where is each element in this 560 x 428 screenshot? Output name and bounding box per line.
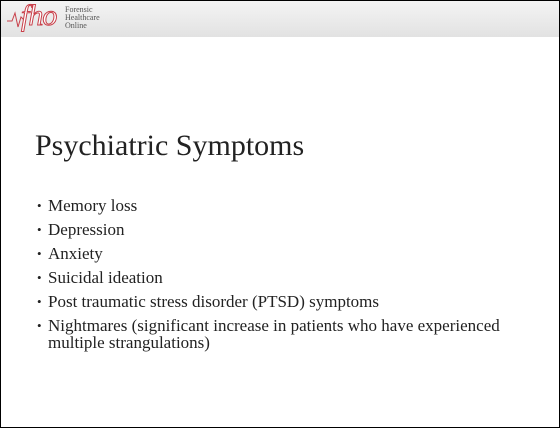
bullet: Depression (37, 221, 537, 238)
heartbeat-icon (7, 11, 26, 28)
logo-caption: Forensic Healthcare Online (65, 6, 100, 30)
logo: fho Forensic Healthcare Online (7, 0, 127, 35)
logo-line: Healthcare (65, 13, 100, 22)
logo-line: Forensic (65, 5, 93, 14)
logo-text: fho (20, 0, 57, 33)
bullet: Memory loss (37, 197, 537, 214)
bullet: Post traumatic stress disorder (PTSD) sy… (37, 293, 537, 310)
header-band: fho Forensic Healthcare Online (1, 1, 559, 37)
slide-title: Psychiatric Symptoms (35, 129, 305, 162)
bullet-list: Memory loss Depression Anxiety Suicidal ide… (37, 197, 537, 358)
logo-line: Online (65, 21, 87, 30)
bullet: Suicidal ideation (37, 269, 537, 286)
bullet: Nightmares (significant increase in pati… (37, 317, 537, 351)
bullet: Anxiety (37, 245, 537, 262)
